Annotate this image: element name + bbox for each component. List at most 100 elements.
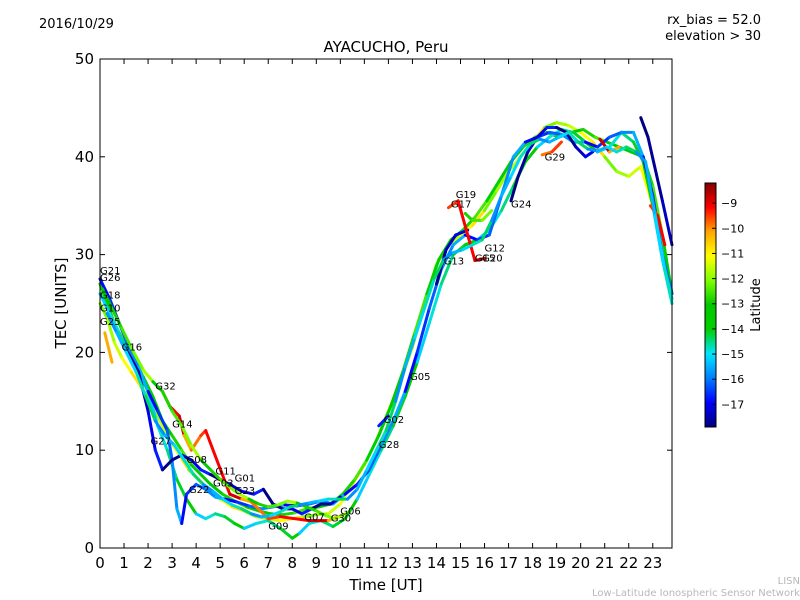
tec-trace-segment	[153, 448, 164, 472]
tec-trace-segment	[240, 489, 256, 496]
satellite-label: G19	[456, 190, 476, 201]
tec-trace-segment	[367, 448, 383, 477]
tec-trace-segment	[540, 150, 554, 157]
tec-trace-segment	[252, 487, 265, 496]
tec-trace-segment	[355, 473, 371, 501]
x-tick-label: 7	[263, 554, 273, 572]
tec-trace-segment	[305, 505, 318, 513]
tec-trace-segment	[432, 258, 446, 281]
satellite-label: G09	[268, 521, 288, 532]
tec-trace-segment	[615, 145, 628, 154]
tec-trace-segment	[249, 512, 263, 519]
tec-trace-segment	[586, 147, 599, 153]
credit-long: Low-Latitude Ionospheric Sensor Network	[592, 588, 800, 599]
tec-trace-segment	[120, 355, 133, 374]
date-text: 2016/10/29	[39, 17, 114, 32]
tec-trace-segment	[170, 458, 179, 511]
tec-trace-segment	[480, 209, 494, 222]
satellite-label: G15	[475, 253, 495, 264]
satellite-label: G25	[100, 317, 120, 328]
tec-trace-segment	[213, 512, 227, 519]
tec-trace-segment	[403, 360, 419, 398]
tec-trace-segment	[584, 150, 595, 159]
tec-trace-segment	[98, 277, 112, 301]
tec-trace-segment	[211, 489, 225, 501]
tec-trace-segment	[194, 482, 208, 491]
satellite-label: G18	[100, 291, 120, 302]
x-tick-label: 12	[379, 554, 398, 572]
tec-trace-segment	[153, 419, 167, 437]
tec-trace-segment	[182, 434, 193, 452]
tec-trace-segment	[228, 485, 241, 496]
x-axis-label: Time [UT]	[348, 576, 422, 594]
tec-trace-segment	[547, 130, 563, 136]
satellite-label: G11	[215, 467, 235, 478]
tec-trace-segment	[423, 277, 436, 310]
tec-trace-segment	[209, 482, 225, 496]
tec-trace-segment	[317, 497, 330, 503]
credit: LISN Low-Latitude Ionospheric Sensor Net…	[540, 576, 800, 600]
tec-trace-segment	[353, 458, 369, 481]
tec-trace-segment	[189, 458, 203, 472]
tec-trace-segment	[535, 126, 549, 139]
tec-trace-segment	[509, 174, 520, 203]
tec-trace-segment	[639, 116, 650, 139]
tec-trace-segment	[509, 155, 523, 178]
x-tick-label: 21	[595, 554, 614, 572]
tec-trace-segment	[180, 453, 193, 462]
tec-trace-segment	[314, 509, 328, 518]
satellite-label: G26	[100, 273, 120, 284]
tec-trace-segment	[374, 429, 388, 452]
tec-trace-segment	[230, 503, 244, 511]
tec-trace-segment	[444, 233, 458, 252]
chart-title: AYACUCHO, Peru	[323, 38, 448, 56]
tec-trace-segment	[576, 140, 590, 151]
colorbar	[704, 182, 717, 428]
satellite-label: G23	[235, 486, 255, 497]
bias-info: rx_bias = 52.0 elevation > 30	[665, 13, 761, 45]
tec-trace-segment	[146, 390, 160, 413]
tec-trace-segment	[266, 503, 280, 509]
satellite-label: G16	[122, 342, 142, 353]
tec-trace-segment	[550, 140, 563, 154]
y-axis: 0 10 20 30 40 50	[75, 50, 672, 557]
tec-trace-segment	[182, 458, 196, 477]
satellite-label: G03	[213, 478, 233, 489]
tec-trace-segment	[516, 150, 530, 178]
tec-trace-segment	[497, 160, 513, 183]
tec-trace-segment	[240, 497, 253, 504]
tec-trace-segment	[209, 468, 222, 481]
satellite-label: G06	[340, 507, 360, 518]
tec-trace-segment	[288, 503, 301, 509]
tec-trace-segment	[204, 487, 217, 499]
tec-trace-segment	[403, 350, 419, 393]
tec-trace-segment	[656, 214, 667, 247]
tec-trace-segment	[413, 292, 429, 335]
tec-trace-segment	[343, 482, 359, 496]
tec-trace-segment	[463, 212, 474, 222]
tec-trace-segment	[151, 380, 164, 393]
plot-frame	[99, 58, 673, 549]
tec-trace-segment	[298, 522, 311, 535]
x-tick-label: 6	[239, 554, 249, 572]
tec-trace-segment	[603, 155, 619, 173]
tec-trace-segment	[473, 199, 489, 219]
satellite-labels: G21G26G18G10G25G16G32G14G27G08G11G01G03G…	[100, 153, 565, 533]
x-tick-label: 16	[475, 554, 494, 572]
tec-trace-segment	[156, 409, 169, 433]
data-layer	[98, 116, 674, 540]
satellite-label: G24	[511, 200, 531, 211]
tec-trace-segment	[189, 443, 203, 462]
tec-trace-segment	[598, 137, 611, 154]
tec-trace-segment	[290, 507, 304, 516]
x-tick-label: 23	[643, 554, 662, 572]
tec-trace-segment	[584, 140, 599, 149]
tec-trace-segment	[170, 434, 184, 452]
tec-trace-segment	[161, 390, 174, 413]
tec-trace-segment	[535, 135, 551, 149]
tec-trace-segment	[617, 145, 633, 154]
tec-trace-segment	[334, 512, 347, 521]
tec-trace-segment	[663, 267, 674, 301]
tec-trace-segment	[223, 497, 239, 504]
tec-trace-segment	[108, 311, 121, 335]
